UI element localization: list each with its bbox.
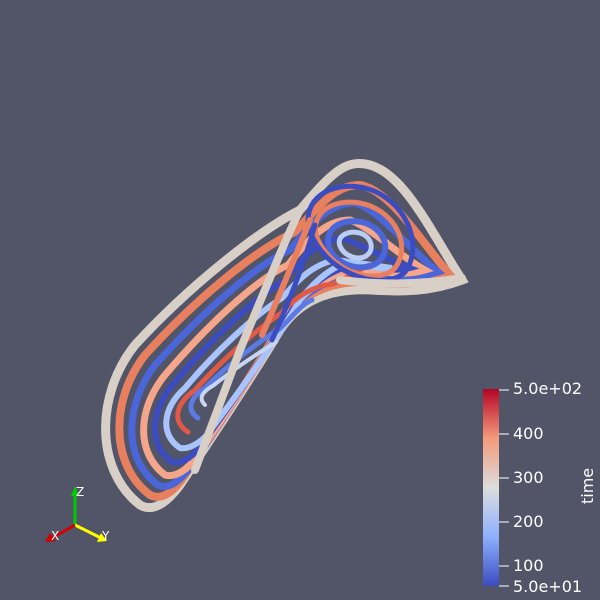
tube-right-lobe-2 — [336, 229, 374, 261]
colorbar-label-min: 5.0e+01 — [513, 577, 583, 596]
colorbar-label-100: 100 — [513, 556, 544, 575]
y-axis-arrow — [97, 533, 107, 542]
orientation-axes: Z Y X — [45, 485, 110, 543]
x-axis-line — [51, 523, 76, 540]
tube-right-lobe-4 — [305, 183, 416, 283]
colorbar — [483, 389, 509, 587]
tube-right-lobe-1 — [325, 218, 389, 271]
colorbar-label-max: 5.0e+02 — [513, 379, 583, 398]
colorbar-label-200: 200 — [513, 512, 544, 531]
colorbar-label-300: 300 — [513, 468, 544, 487]
x-axis-arrow — [45, 533, 56, 542]
tube-red-inner — [175, 262, 373, 435]
attractor-tubes — [101, 159, 469, 513]
z-axis-label: Z — [76, 485, 84, 499]
y-axis-line — [74, 523, 102, 540]
colorbar-label-400: 400 — [513, 424, 544, 443]
colorbar-title: time — [578, 467, 597, 504]
x-axis-label: X — [51, 529, 59, 543]
tube-cross-1 — [191, 206, 304, 474]
colorbar-gradient — [483, 389, 499, 586]
y-axis-label: Y — [101, 529, 110, 543]
z-axis-arrow — [71, 486, 79, 496]
tube-blue-inner — [188, 297, 315, 421]
tube-pale-inner — [199, 340, 278, 407]
tube-cross-3 — [269, 222, 318, 343]
tube-cross-2 — [259, 217, 313, 338]
tube-bottom-right — [336, 274, 466, 288]
